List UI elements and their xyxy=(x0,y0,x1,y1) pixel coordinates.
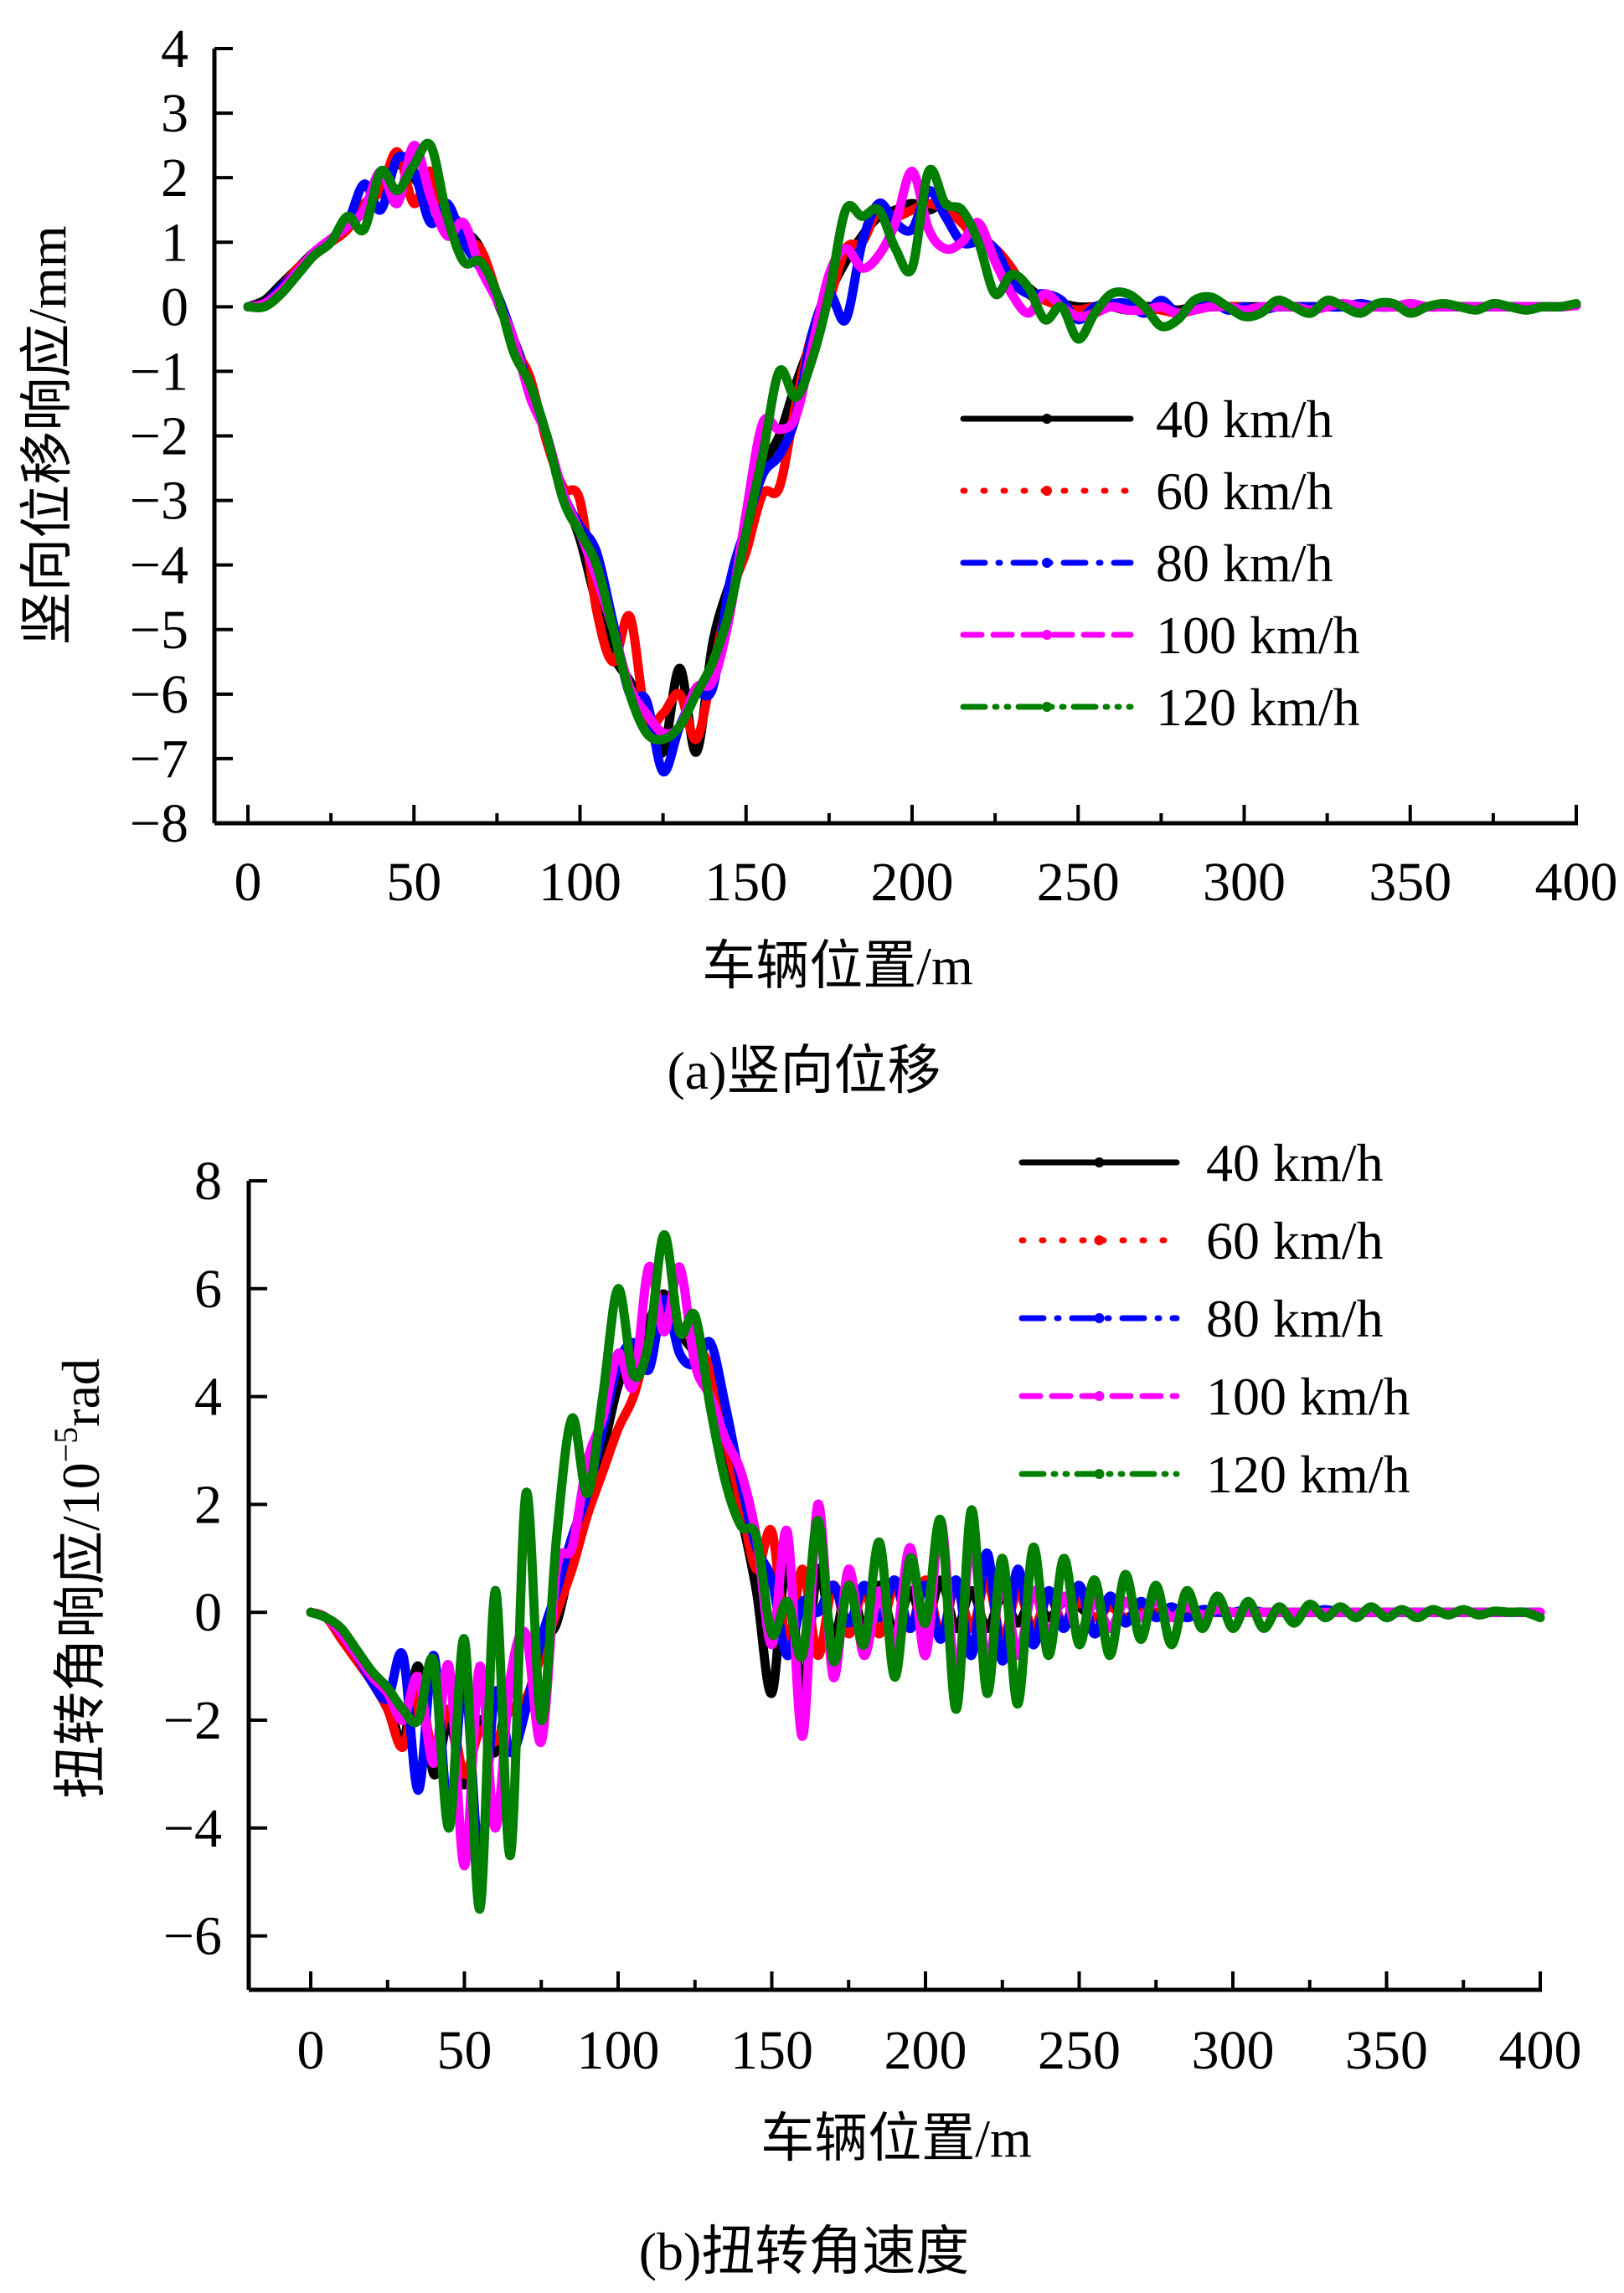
x-tick-label: 350 xyxy=(1369,852,1451,913)
legend-label: 120 km/h xyxy=(1156,678,1360,737)
y-axis-title: 竖向位移响应/mm xyxy=(18,225,77,645)
legend-marker xyxy=(1094,1313,1105,1323)
x-tick-label: 100 xyxy=(577,2020,660,2081)
y-axis-title: 扭转角响应/10−5rad xyxy=(47,1358,111,1799)
x-tick-label: 250 xyxy=(1038,2020,1121,2081)
x-tick-label: 150 xyxy=(704,852,787,913)
x-tick-label: 300 xyxy=(1203,852,1286,913)
y-tick-label: 2 xyxy=(161,147,188,209)
series-group xyxy=(306,1229,1545,1914)
x-tick-label: 0 xyxy=(235,852,262,913)
x-tick-label: 0 xyxy=(297,2020,325,2081)
y-tick-label: 0 xyxy=(194,1582,222,1643)
legend-marker xyxy=(1042,702,1052,712)
legend-item: 60 km/h xyxy=(960,461,1333,521)
y-axis-title-unit: rad xyxy=(51,1358,111,1427)
x-tick-label: 200 xyxy=(871,852,954,913)
legend-item: 100 km/h xyxy=(960,605,1360,665)
legend-marker xyxy=(1094,1469,1105,1479)
x-tick-label: 350 xyxy=(1345,2020,1428,2081)
legend-label: 60 km/h xyxy=(1206,1211,1384,1270)
legend-item: 80 km/h xyxy=(1018,1289,1384,1348)
legend-item: 60 km/h xyxy=(1018,1211,1384,1270)
y-tick-label: 1 xyxy=(161,212,188,273)
series-group xyxy=(243,138,1581,776)
series-line-120-km-h xyxy=(306,1229,1545,1914)
y-ticks: 8 6 4 2 0 −2 −4 −6 xyxy=(163,1151,267,1967)
y-tick-label: 6 xyxy=(194,1259,222,1320)
legend-marker xyxy=(1042,414,1052,424)
x-tick-label: 400 xyxy=(1535,852,1618,913)
x-axis-title: 车辆位置/m xyxy=(760,2109,1032,2168)
y-tick-label: −2 xyxy=(163,1690,222,1751)
legend-item: 40 km/h xyxy=(1018,1133,1384,1193)
legend-label: 40 km/h xyxy=(1206,1133,1384,1193)
series-line-120-km-h xyxy=(243,138,1581,745)
legend-marker xyxy=(1094,1391,1105,1401)
series-line-100-km-h xyxy=(306,1261,1545,1871)
legend-label: 120 km/h xyxy=(1206,1445,1410,1504)
legend-marker xyxy=(1094,1157,1105,1167)
legend-item: 120 km/h xyxy=(1018,1445,1410,1504)
y-tick-label: −6 xyxy=(163,1906,222,1967)
y-tick-label: −5 xyxy=(130,600,188,661)
x-tick-label: 200 xyxy=(884,2020,967,2081)
legend-label: 100 km/h xyxy=(1206,1367,1410,1426)
y-tick-label: −2 xyxy=(130,406,188,467)
legend-item: 100 km/h xyxy=(1018,1367,1410,1426)
y-tick-label: 8 xyxy=(194,1151,222,1212)
x-tick-label: 100 xyxy=(539,852,621,913)
x-tick-label: 50 xyxy=(386,852,441,913)
legend-label: 80 km/h xyxy=(1206,1289,1384,1348)
legend-item: 120 km/h xyxy=(960,678,1360,737)
x-tick-label: 400 xyxy=(1499,2020,1582,2081)
y-tick-label: −4 xyxy=(163,1798,222,1859)
x-ticks: 0 50 100 150 200 250 300 350 400 xyxy=(297,1971,1582,2081)
legend-marker xyxy=(1042,486,1052,496)
legend-label: 100 km/h xyxy=(1156,605,1360,665)
y-tick-label: −6 xyxy=(130,664,188,725)
legend: 40 km/h 60 km/h 80 km/h 100 km/h 120 km/h xyxy=(960,389,1360,737)
legend: 40 km/h 60 km/h 80 km/h 100 km/h 120 km/h xyxy=(1018,1133,1410,1504)
legend-label: 80 km/h xyxy=(1156,533,1333,593)
y-tick-label: −4 xyxy=(130,535,188,596)
legend-label: 40 km/h xyxy=(1156,389,1333,449)
x-axis-title: 车辆位置/m xyxy=(702,936,973,996)
y-tick-label: −8 xyxy=(130,793,188,854)
legend-marker xyxy=(1042,630,1052,640)
caption: (b)扭转角速度 xyxy=(639,2222,970,2281)
x-tick-label: 250 xyxy=(1037,852,1120,913)
legend-item: 40 km/h xyxy=(960,389,1333,449)
y-tick-label: 4 xyxy=(161,18,188,80)
x-tick-label: 50 xyxy=(437,2020,492,2081)
y-tick-label: −1 xyxy=(130,341,188,402)
y-axis-title-superscript: −5 xyxy=(47,1427,85,1463)
x-ticks: 0 50 100 150 200 250 300 350 400 xyxy=(235,805,1618,913)
y-axis-title-main: 扭转角响应/10 xyxy=(51,1462,111,1799)
y-tick-label: −3 xyxy=(130,471,188,532)
y-tick-label: 4 xyxy=(194,1367,222,1428)
x-tick-label: 300 xyxy=(1192,2020,1275,2081)
legend-marker xyxy=(1094,1235,1105,1245)
x-tick-label: 150 xyxy=(730,2020,813,2081)
y-tick-label: 2 xyxy=(194,1474,222,1535)
y-tick-label: 3 xyxy=(161,83,188,144)
legend-marker xyxy=(1042,558,1052,568)
y-tick-label: 0 xyxy=(161,276,188,338)
caption: (a)竖向位移 xyxy=(667,1041,941,1100)
chart-torsion-angle: 8 6 4 2 0 −2 −4 −6 0 50 100 150 200 250 300 350 400 车辆位… xyxy=(47,1133,1582,2281)
legend-item: 80 km/h xyxy=(960,533,1333,593)
legend-label: 60 km/h xyxy=(1156,461,1333,521)
y-tick-label: −7 xyxy=(130,729,188,790)
